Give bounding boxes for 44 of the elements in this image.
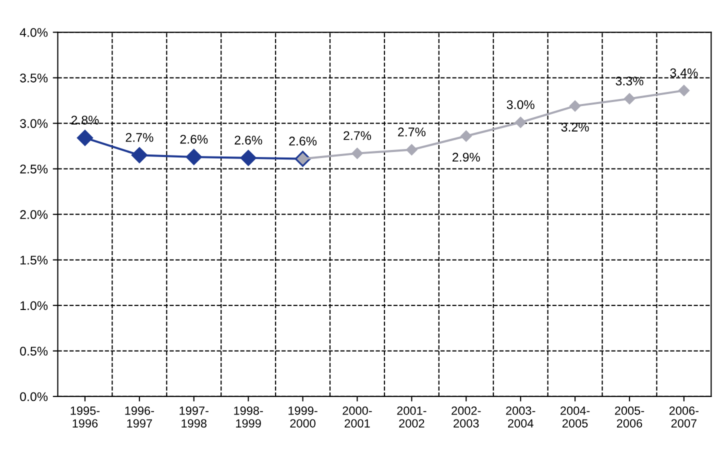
x-tick-label: 1995- 1996 <box>70 406 100 428</box>
data-label: 3.4% <box>670 68 698 78</box>
data-label: 2.6% <box>234 136 262 145</box>
x-tick-label: 1999- 2000 <box>288 406 318 428</box>
y-tick-label: 0.0% <box>20 392 48 402</box>
point <box>131 147 148 164</box>
data-label: 2.7% <box>344 131 372 140</box>
y-tick-label: 1.0% <box>20 301 48 310</box>
point <box>514 116 526 128</box>
y-tick-label: 2.5% <box>20 164 48 174</box>
y-tick-label: 1.5% <box>20 256 48 265</box>
data-label: 3.0% <box>506 100 534 110</box>
x-tick-label: 2002- 2003 <box>452 406 481 428</box>
y-tick-label: 3.0% <box>20 119 48 128</box>
data-label: 2.6% <box>289 136 317 146</box>
data-label: 3.3% <box>616 76 644 86</box>
point <box>352 148 363 159</box>
data-label: 2.9% <box>452 152 480 162</box>
data-label: 2.7% <box>398 128 426 136</box>
x-tick-label: 2001- 2002 <box>397 406 426 428</box>
point <box>240 150 256 166</box>
point <box>186 148 202 166</box>
y-tick-label: 2.0% <box>20 210 48 220</box>
x-tick-label: 2005- 2006 <box>614 406 644 428</box>
y-tick-label: 4.0% <box>20 28 48 37</box>
point <box>678 84 690 96</box>
data-label: 2.7% <box>126 133 154 142</box>
x-tick-label: 2004- 2005 <box>560 406 590 428</box>
y-tick-label: 3.5% <box>20 74 48 82</box>
data-label: 3.2% <box>561 122 589 132</box>
point <box>460 130 472 142</box>
x-tick-label: 1996- 1997 <box>125 406 154 428</box>
point <box>76 130 94 146</box>
x-tick-label: 2003- 2004 <box>506 406 536 428</box>
y-tick-label: 0.5% <box>20 346 48 356</box>
point <box>569 100 581 112</box>
x-tick-label: 2000- 2001 <box>342 406 372 428</box>
point <box>624 93 636 104</box>
point <box>406 144 418 156</box>
x-tick-label: 2006- 2007 <box>669 406 699 428</box>
data-label: 2.8% <box>71 116 99 125</box>
x-tick-label: 1998- 1999 <box>234 406 263 428</box>
x-tick-label: 1997- 1998 <box>180 406 208 428</box>
data-label: 2.6% <box>180 134 208 144</box>
